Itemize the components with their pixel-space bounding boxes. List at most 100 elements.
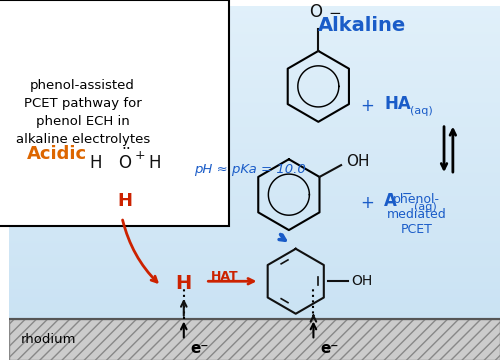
Bar [9,310,500,311]
Bar [9,185,500,186]
Bar [9,73,500,75]
Bar [9,304,500,305]
Bar [9,168,500,169]
Bar [9,248,500,249]
Bar [9,140,500,141]
Bar [9,88,500,89]
Bar [9,224,500,225]
Text: (aq): (aq) [414,202,436,212]
Bar [9,305,500,306]
Bar [9,171,500,172]
Bar [9,172,500,173]
Text: H: H [118,192,132,210]
Bar [9,245,500,246]
Bar [9,349,500,350]
Bar [9,306,500,307]
Bar [9,287,500,288]
Bar [9,144,500,145]
Bar [9,35,500,36]
Bar [9,251,500,252]
Bar [9,161,500,162]
Bar [9,260,500,261]
Bar [9,221,500,222]
Bar [9,112,500,113]
Bar [9,22,500,23]
Bar [9,108,500,109]
Bar [9,255,500,256]
Bar [9,84,500,85]
Bar [9,37,500,38]
Bar [9,329,500,330]
Bar [9,289,500,290]
Bar [9,197,500,198]
Bar [9,62,500,63]
Bar [9,170,500,171]
Bar [9,44,500,45]
Bar [9,227,500,228]
Bar [9,252,500,253]
Text: −: − [328,6,341,21]
Bar [9,94,500,95]
Bar [9,69,500,71]
Bar [9,111,500,112]
Bar [9,17,500,18]
Bar [9,64,500,65]
Bar [9,342,500,343]
Bar [9,92,500,93]
Bar [9,129,500,130]
Bar [9,242,500,243]
Bar [9,332,500,333]
Bar [9,13,500,14]
Bar [9,213,500,214]
Bar [9,240,500,241]
Bar [9,68,500,69]
Bar [9,265,500,266]
Bar [9,189,500,190]
Bar [9,58,500,59]
Bar [9,190,500,191]
Bar [9,67,500,68]
Text: pH ≈ pKa = 10.0: pH ≈ pKa = 10.0 [194,163,306,176]
Bar [9,281,500,282]
Bar [9,118,500,119]
Bar [9,27,500,28]
Bar [9,53,500,54]
Bar [9,237,500,238]
Bar [9,216,500,217]
Bar [9,95,500,96]
Bar [9,218,500,219]
Bar [9,247,500,248]
Bar [9,145,500,147]
Bar [9,319,500,360]
Bar [9,344,500,345]
Bar [9,206,500,207]
Bar [9,283,500,284]
Bar [9,264,500,265]
Bar [9,100,500,101]
Bar [9,328,500,329]
Text: H: H [176,274,192,293]
Bar [9,352,500,353]
Bar [9,232,500,233]
Bar [9,279,500,280]
Bar [9,160,500,161]
Bar [9,98,500,99]
Bar [9,267,500,269]
Bar [9,30,500,31]
Bar [9,345,500,346]
Bar [9,135,500,136]
Bar [9,215,500,216]
Bar [9,301,500,302]
Bar [9,97,500,98]
Bar [9,45,500,46]
Bar [9,41,500,42]
Bar [9,183,500,184]
Bar [9,154,500,155]
Bar [9,14,500,15]
Bar [9,59,500,60]
Text: −: − [402,188,412,201]
Bar [9,138,500,139]
Bar [9,113,500,114]
Bar [9,7,500,8]
Bar [9,56,500,57]
